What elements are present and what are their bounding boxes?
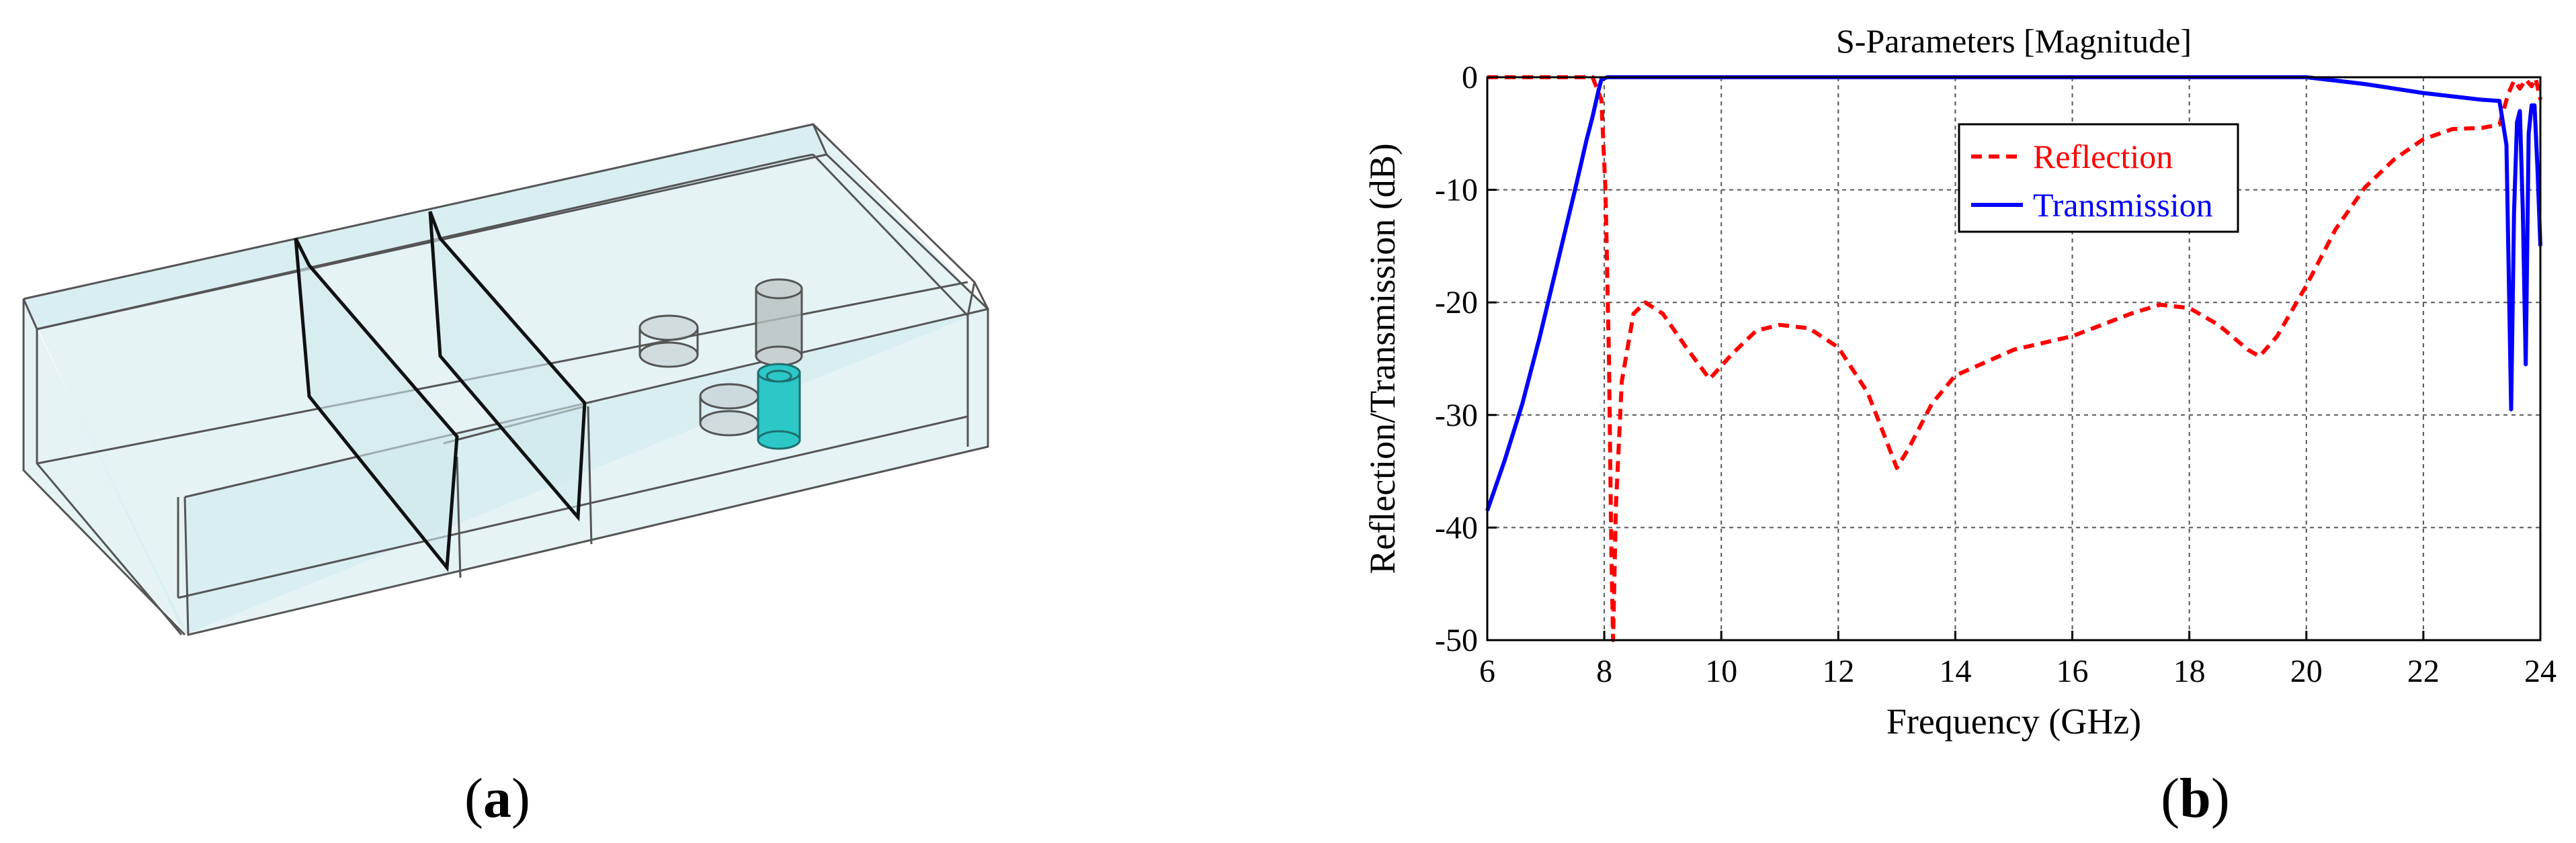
y-tick-label: -20 — [1435, 285, 1478, 320]
x-tick-label: 24 — [2524, 654, 2557, 689]
y-tick-label: -30 — [1435, 398, 1478, 433]
waveguide-model-drawing — [22, 123, 989, 636]
x-tick-label: 20 — [2290, 654, 2323, 689]
x-tick-label: 6 — [1479, 654, 1495, 689]
panel-a-label: (a) — [464, 767, 530, 830]
resonator-disk-1 — [638, 314, 699, 341]
series-line-transmission — [1485, 75, 2542, 512]
x-tick-label: 8 — [1596, 654, 1612, 689]
series-line-reflection — [1487, 75, 2542, 642]
panel-a: (a) — [0, 0, 1277, 840]
iris-walls — [294, 211, 587, 572]
y-tick-label: -50 — [1435, 623, 1478, 658]
chart-title: S-Parameters [Magnitude] — [1836, 22, 2192, 60]
y-tick-label: -10 — [1435, 173, 1478, 208]
panel-b: 6 8 10 12 14 16 18 20 22 24 0 -10 -20 -30 -40 -50 S-Para… — [1277, 0, 2576, 840]
x-tick-label: 14 — [1939, 654, 1971, 689]
s-parameter-chart: 6 8 10 12 14 16 18 20 22 24 0 -10 -20 -30 -40 -50 S-Para… — [1362, 22, 2557, 742]
housing-left-face — [24, 299, 188, 635]
y-axis-label: Reflection/Transmission (dB) — [1362, 143, 1403, 574]
legend-box — [1958, 123, 2239, 233]
x-tick-label: 18 — [2173, 654, 2206, 689]
x-axis-label: Frequency (GHz) — [1886, 701, 2141, 742]
legend-label-transmission: Transmission — [2033, 186, 2213, 224]
resonator-posts — [638, 278, 803, 450]
resonator-disk-2 — [699, 383, 759, 410]
x-tick-label: 12 — [1822, 654, 1854, 689]
y-tick-label: 0 — [1462, 60, 1478, 95]
x-tick-label: 22 — [2407, 654, 2440, 689]
x-tick-label: 16 — [2056, 654, 2089, 689]
panel-b-label: (b) — [2161, 767, 2230, 830]
tuning-post-cyan — [757, 371, 801, 441]
plot-frame — [1486, 76, 2542, 641]
y-tick-label: -40 — [1435, 510, 1478, 545]
x-tick-label: 10 — [1705, 654, 1737, 689]
housing-top-face — [24, 124, 827, 329]
legend-label-reflection: Reflection — [2033, 138, 2173, 175]
